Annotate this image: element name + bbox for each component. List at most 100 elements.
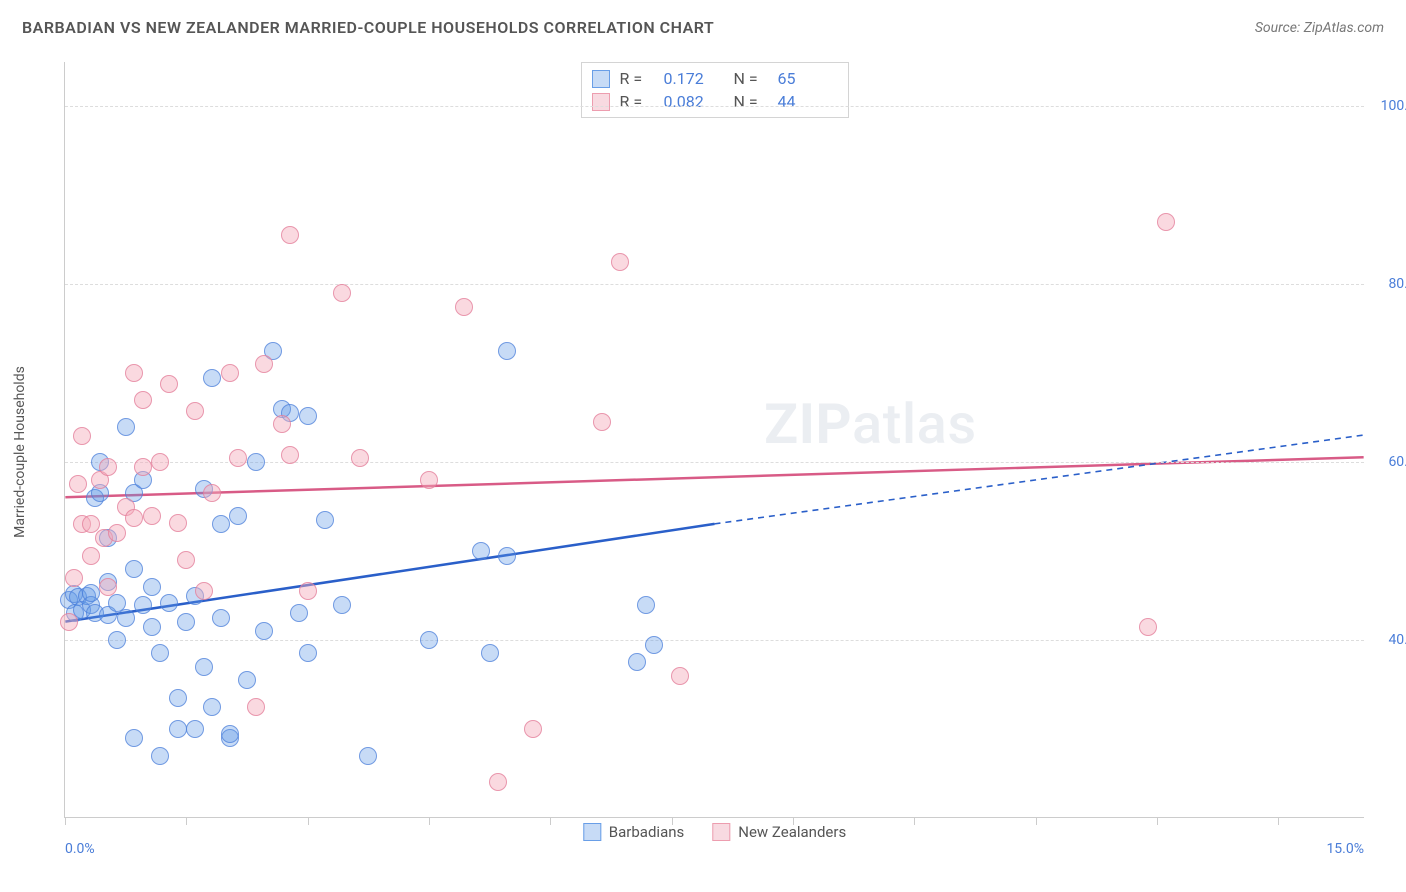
y-tick-label: 100.0% (1370, 98, 1406, 114)
scatter-point-blue (169, 720, 187, 738)
scatter-point-pink (125, 509, 143, 527)
x-tick (1157, 817, 1158, 825)
scatter-point-pink (611, 253, 629, 271)
gridline-h (65, 106, 1364, 107)
stats-row-pink: R = 0.082 N = 44 (592, 90, 838, 113)
scatter-point-pink (108, 524, 126, 542)
scatter-point-pink (99, 458, 117, 476)
scatter-point-blue (221, 725, 239, 743)
scatter-point-pink (671, 667, 689, 685)
x-tick (793, 817, 794, 825)
scatter-point-blue (125, 729, 143, 747)
gridline-h (65, 284, 1364, 285)
scatter-point-pink (143, 507, 161, 525)
x-tick (1036, 817, 1037, 825)
scatter-point-blue (359, 747, 377, 765)
stats-row-blue: R = 0.172 N = 65 (592, 67, 838, 90)
scatter-point-pink (82, 547, 100, 565)
scatter-point-blue (151, 747, 169, 765)
scatter-point-blue (203, 698, 221, 716)
x-tick (186, 817, 187, 825)
scatter-point-blue (195, 658, 213, 676)
scatter-point-pink (333, 284, 351, 302)
scatter-point-blue (117, 609, 135, 627)
scatter-point-blue (628, 653, 646, 671)
scatter-point-blue (229, 507, 247, 525)
scatter-point-pink (593, 413, 611, 431)
scatter-point-pink (221, 364, 239, 382)
swatch-blue (583, 823, 601, 841)
scatter-point-blue (117, 418, 135, 436)
watermark: ZIPatlas (764, 391, 977, 457)
legend-item-blue: Barbadians (583, 823, 684, 841)
x-tick (550, 817, 551, 825)
y-tick-label: 40.0% (1370, 632, 1406, 648)
scatter-point-pink (195, 582, 213, 600)
chart-header: BARBADIAN VS NEW ZEALANDER MARRIED-COUPL… (22, 18, 1384, 37)
scatter-point-blue (299, 407, 317, 425)
scatter-point-pink (229, 449, 247, 467)
scatter-point-blue (134, 596, 152, 614)
scatter-point-pink (273, 415, 291, 433)
legend-label: Barbadians (609, 823, 684, 841)
scatter-point-blue (498, 547, 516, 565)
scatter-point-blue (472, 542, 490, 560)
scatter-point-pink (489, 773, 507, 791)
scatter-point-pink (160, 375, 178, 393)
scatter-point-blue (247, 453, 265, 471)
scatter-point-pink (299, 582, 317, 600)
scatter-point-blue (290, 604, 308, 622)
scatter-point-blue (316, 511, 334, 529)
scatter-point-blue (498, 342, 516, 360)
scatter-point-pink (151, 453, 169, 471)
scatter-point-blue (125, 560, 143, 578)
scatter-point-blue (333, 596, 351, 614)
plot-area: ZIPatlas R = 0.172 N = 65 R = 0.082 N = … (64, 62, 1364, 818)
scatter-point-pink (281, 446, 299, 464)
scatter-point-blue (143, 618, 161, 636)
stats-box: R = 0.172 N = 65 R = 0.082 N = 44 (581, 62, 849, 118)
scatter-point-pink (281, 226, 299, 244)
correlation-chart: Married-couple Households ZIPatlas R = 0… (46, 62, 1382, 842)
scatter-point-pink (134, 391, 152, 409)
scatter-point-pink (169, 514, 187, 532)
scatter-point-pink (177, 551, 195, 569)
scatter-point-blue (186, 720, 204, 738)
scatter-point-blue (82, 584, 100, 602)
gridline-h (65, 640, 1364, 641)
scatter-point-blue (238, 671, 256, 689)
legend-item-pink: New Zealanders (712, 823, 846, 841)
scatter-point-blue (645, 636, 663, 654)
scatter-point-blue (255, 622, 273, 640)
scatter-point-pink (203, 484, 221, 502)
scatter-point-pink (247, 698, 265, 716)
legend: Barbadians New Zealanders (583, 823, 846, 841)
scatter-point-pink (186, 402, 204, 420)
scatter-point-pink (420, 471, 438, 489)
x-tick (65, 817, 66, 825)
scatter-point-pink (455, 298, 473, 316)
x-tick (914, 817, 915, 825)
y-tick-label: 80.0% (1370, 276, 1406, 292)
y-tick-label: 60.0% (1370, 454, 1406, 470)
scatter-point-pink (524, 720, 542, 738)
scatter-point-blue (637, 596, 655, 614)
x-tick (429, 817, 430, 825)
scatter-point-pink (1157, 213, 1175, 231)
scatter-point-blue (481, 644, 499, 662)
y-axis-label: Married-couple Households (12, 366, 28, 538)
swatch-blue (592, 70, 610, 88)
scatter-point-pink (69, 475, 87, 493)
scatter-point-blue (160, 594, 178, 612)
scatter-point-pink (65, 569, 83, 587)
x-tick (1278, 817, 1279, 825)
swatch-pink (712, 823, 730, 841)
scatter-point-pink (134, 458, 152, 476)
swatch-pink (592, 93, 610, 111)
x-tick (308, 817, 309, 825)
scatter-point-blue (299, 644, 317, 662)
x-tick (672, 817, 673, 825)
scatter-point-blue (212, 609, 230, 627)
legend-label: New Zealanders (738, 823, 846, 841)
chart-source: Source: ZipAtlas.com (1255, 20, 1384, 36)
